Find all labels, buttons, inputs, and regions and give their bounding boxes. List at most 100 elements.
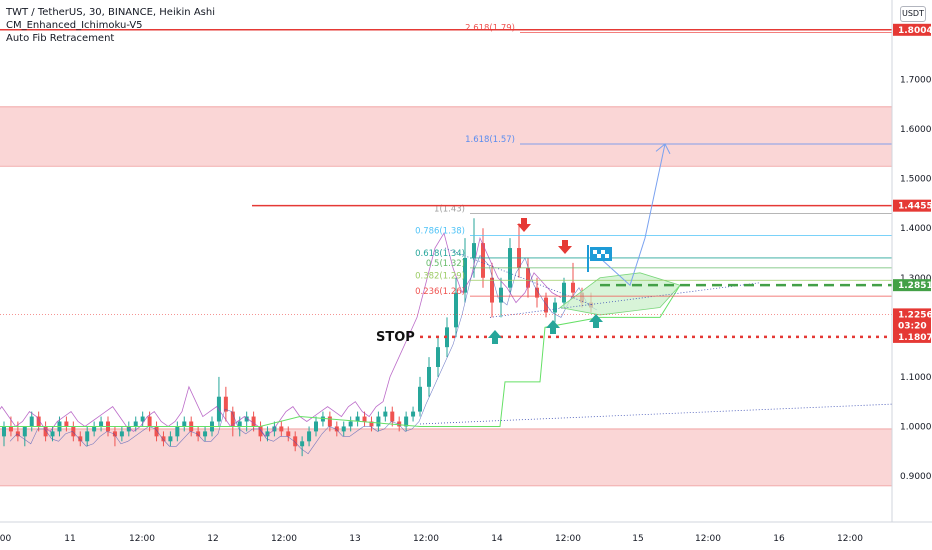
price-badge bbox=[893, 330, 931, 343]
candle-body bbox=[147, 416, 152, 427]
price-badge-label: 1.8004 bbox=[898, 26, 932, 36]
time-tick: 12:00 bbox=[129, 534, 155, 544]
candle-body bbox=[85, 431, 90, 442]
candle-body bbox=[258, 426, 263, 437]
candle-body bbox=[526, 267, 530, 288]
time-tick: 15 bbox=[632, 534, 643, 544]
candle-body bbox=[196, 431, 201, 437]
candle-body bbox=[411, 411, 416, 417]
fib-label-7: 0.236(1.26) bbox=[415, 287, 465, 297]
symbol-title[interactable]: TWT / TetherUS, 30, BINANCE, Heikin Ashi bbox=[6, 7, 215, 18]
price-tick: 0.9000 bbox=[900, 472, 932, 482]
price-tick: 1.4000 bbox=[900, 224, 932, 234]
zone-0 bbox=[0, 106, 892, 167]
candle-body bbox=[286, 431, 291, 437]
candle-body bbox=[8, 426, 13, 432]
currency-button[interactable]: USDT bbox=[900, 6, 926, 22]
price-badge bbox=[893, 308, 931, 321]
candle-body bbox=[36, 416, 41, 427]
price-badge-label: 1.1807 bbox=[898, 333, 932, 343]
candle-body bbox=[390, 411, 395, 422]
candle-body bbox=[133, 421, 138, 427]
candle-body bbox=[300, 441, 305, 447]
projection-path bbox=[599, 143, 666, 287]
price-axis bbox=[892, 0, 932, 550]
zone-1 bbox=[0, 428, 892, 486]
time-tick: 11 bbox=[64, 534, 75, 544]
trendline-upper bbox=[444, 247, 593, 306]
price-tick: 1.0000 bbox=[900, 422, 932, 432]
candle-body bbox=[237, 421, 242, 427]
time-tick: 12:00 bbox=[695, 534, 721, 544]
candle-body bbox=[562, 282, 566, 303]
kijun-line bbox=[9, 254, 598, 455]
candle-body bbox=[161, 436, 166, 442]
candle-body bbox=[175, 426, 180, 437]
candle-body bbox=[43, 426, 48, 437]
senkou-line bbox=[0, 284, 681, 427]
trendline-lower bbox=[419, 403, 893, 425]
candle-body bbox=[216, 396, 221, 422]
candle-body bbox=[355, 416, 360, 422]
candle-body bbox=[490, 277, 494, 303]
buy-arrow-icon bbox=[546, 320, 560, 334]
candle-body bbox=[463, 257, 467, 293]
time-tick: 12:00 bbox=[271, 534, 297, 544]
candle-body bbox=[119, 431, 124, 437]
candle-body bbox=[472, 243, 476, 258]
candle-body bbox=[251, 416, 256, 427]
candle-body bbox=[265, 431, 270, 437]
candle-body bbox=[544, 297, 548, 313]
candle-body bbox=[341, 426, 346, 432]
price-tick: 1.3000 bbox=[900, 274, 932, 284]
price-badge-label: 1.4455 bbox=[898, 202, 932, 212]
fib-label-0: 2.618(1.79) bbox=[465, 23, 515, 33]
indicator-fib[interactable]: Auto Fib Retracement bbox=[6, 33, 115, 44]
candle-body bbox=[348, 421, 353, 427]
candle-body bbox=[29, 416, 34, 427]
fib-label-5: 0.5(1.32) bbox=[426, 259, 465, 269]
candle-body bbox=[64, 421, 69, 427]
price-badge bbox=[893, 319, 931, 332]
candle-body bbox=[2, 426, 6, 437]
indicator-ichimoku[interactable]: CM_Enhanced_Ichimoku-V5 bbox=[6, 20, 143, 31]
legend: TWT / TetherUS, 30, BINANCE, Heikin Ashi… bbox=[6, 6, 215, 45]
price-tick: 1.6000 bbox=[900, 125, 932, 135]
fib-label-3: 0.786(1.38) bbox=[415, 227, 465, 237]
fib-label-1: 1.618(1.57) bbox=[465, 135, 515, 145]
candle-body bbox=[535, 287, 539, 298]
time-tick: 12:00 bbox=[837, 534, 863, 544]
time-tick: 12:00 bbox=[555, 534, 581, 544]
trendline-mid bbox=[489, 282, 761, 318]
candle-body bbox=[376, 416, 381, 427]
candle-body bbox=[436, 347, 440, 367]
candle-body bbox=[481, 243, 485, 278]
candle-body bbox=[279, 426, 284, 432]
candle-body bbox=[203, 431, 208, 437]
price-badge-label: 1.2851 bbox=[898, 281, 932, 291]
candle-body bbox=[50, 431, 55, 437]
stop-annotation: STOP bbox=[376, 330, 415, 345]
candle-body bbox=[307, 431, 312, 442]
fib-label-4: 0.618(1.34) bbox=[415, 249, 465, 259]
candle-body bbox=[223, 396, 228, 412]
time-tick: 13 bbox=[349, 534, 360, 544]
price-tick: 1.5000 bbox=[900, 175, 932, 185]
candle-body bbox=[404, 416, 409, 427]
candle-body bbox=[418, 386, 422, 412]
candle-body bbox=[244, 416, 249, 422]
flag-icon-check bbox=[593, 250, 609, 258]
candle-body bbox=[22, 426, 27, 437]
candle-body bbox=[272, 426, 277, 432]
time-tick: 16 bbox=[773, 534, 785, 544]
price-badge-label: 1.2256 bbox=[898, 311, 932, 321]
projection-arrowhead bbox=[655, 143, 671, 155]
price-badge bbox=[893, 279, 931, 292]
candle-body bbox=[334, 426, 339, 432]
candle-body bbox=[327, 416, 332, 427]
candle-body bbox=[126, 426, 131, 432]
candle-body bbox=[92, 426, 97, 432]
candle-body bbox=[15, 431, 20, 437]
candle-body bbox=[168, 436, 173, 442]
